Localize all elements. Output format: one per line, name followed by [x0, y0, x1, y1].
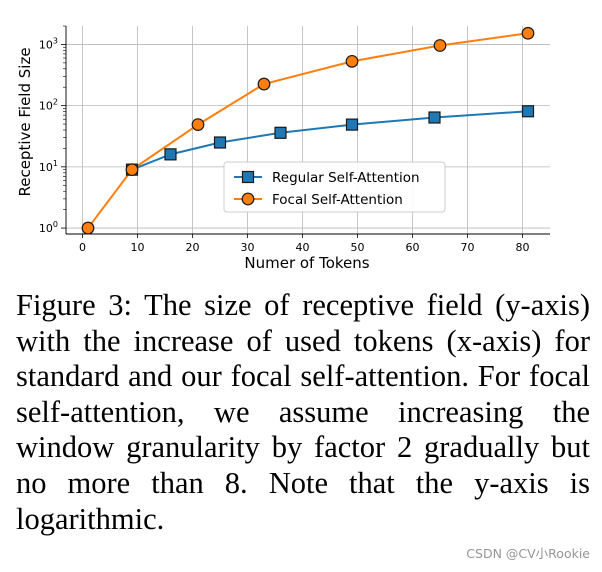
regular-self-attention-point: [213, 136, 227, 149]
x-tick-label: 60: [406, 241, 420, 254]
x-tick-label: 50: [351, 241, 365, 254]
regular-self-attention-point: [345, 118, 359, 131]
focal-self-attention-point: [191, 118, 205, 132]
regular-self-attention-line: [131, 110, 529, 171]
x-tick-label: 30: [241, 241, 255, 254]
x-tick-label: 10: [131, 241, 145, 254]
y-tick-label: 100: [39, 220, 58, 235]
legend-box: [223, 161, 446, 213]
legend-label: Regular Self-Attention: [272, 170, 420, 186]
focal-self-attention-point: [125, 163, 139, 177]
x-tick-label: 80: [516, 241, 530, 254]
regular-self-attention-point: [164, 148, 177, 161]
regular-self-attention-point: [428, 111, 441, 124]
focal-self-attention-point: [433, 39, 447, 52]
legend-marker: [241, 192, 255, 206]
y-tick-label: 102: [39, 98, 58, 113]
chart: 0 10 20 30 40 50 60 70 80 100 101 102 103 Regular Se…: [16, 25, 550, 272]
y-tick-label: 101: [39, 159, 58, 174]
regular-self-attention-point: [521, 105, 535, 118]
series: [81, 26, 535, 235]
y-tick-label: 103: [39, 36, 58, 51]
watermark: CSDN @CV小Rookie: [466, 546, 590, 561]
focal-self-attention-point: [345, 54, 359, 68]
x-tick-label: 0: [79, 241, 86, 254]
x-tick-label: 20: [186, 241, 200, 254]
x-axis-label: Numer of Tokens: [244, 254, 369, 272]
legend-label: Focal Self-Attention: [272, 192, 403, 208]
focal-self-attention-point: [257, 77, 271, 91]
y-axis-label: Receptive Field Size: [16, 47, 34, 196]
axes: 0 10 20 30 40 50 60 70 80 100 101 102 103: [39, 25, 550, 254]
focal-self-attention-point: [81, 221, 95, 235]
x-tick-label: 40: [296, 241, 310, 254]
figure-caption: Figure 3: The size of receptive field (y…: [16, 288, 590, 536]
legend-marker: [241, 170, 255, 184]
legend: Regular Self-Attention Focal Self-Attenti…: [223, 161, 446, 213]
focal-self-attention-point: [521, 26, 535, 40]
x-tick-label: 70: [461, 241, 475, 254]
regular-self-attention-point: [274, 126, 287, 139]
